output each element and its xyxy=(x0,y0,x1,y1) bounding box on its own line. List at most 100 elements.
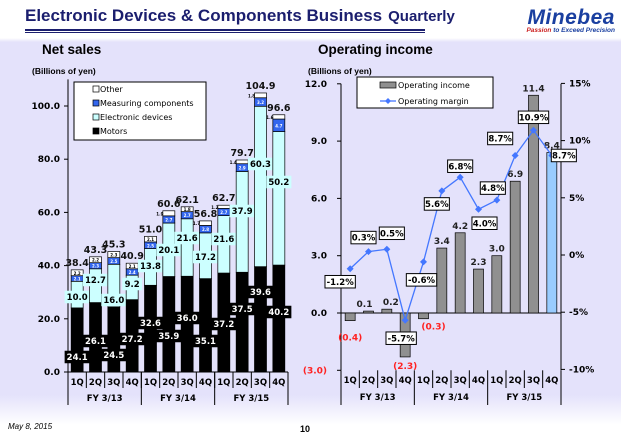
operating-income-label: 6.9 xyxy=(507,170,523,180)
motors-label: 37.2 xyxy=(213,320,234,330)
logo-tagline: Passion to Exceed Precision xyxy=(415,27,615,34)
total-label: 45.3 xyxy=(102,240,125,251)
bar-electronic-devices xyxy=(180,218,194,277)
legend-swatch xyxy=(92,99,100,107)
measuring-label: 2.4 xyxy=(129,270,136,275)
total-label: 43.3 xyxy=(84,245,107,256)
motors-label-box xyxy=(266,305,292,319)
minebea-logo: Minebea Passion to Exceed Precision xyxy=(415,6,615,34)
y2-tick-label: 10% xyxy=(569,137,591,147)
electronic-label: 21.6 xyxy=(177,234,198,244)
operating-income-bar xyxy=(491,255,503,314)
bar-other xyxy=(107,251,121,258)
bar-other xyxy=(217,204,231,209)
operating-margin-label: 6.8% xyxy=(448,162,472,172)
y2-tick-label: 15% xyxy=(569,79,591,89)
motors-label: 35.1 xyxy=(195,337,216,347)
operating-margin-marker xyxy=(401,316,409,324)
page-number: 10 xyxy=(300,424,311,434)
operating-income-label: 2.3 xyxy=(471,258,487,268)
group-label: FY 3/15 xyxy=(233,394,269,404)
electronic-label-box xyxy=(122,277,143,291)
electronic-label: 10.0 xyxy=(67,293,88,303)
group-label: FY 3/14 xyxy=(433,393,469,403)
operating-margin-marker xyxy=(511,151,519,159)
operating-income-bar xyxy=(363,310,374,314)
total-label: 51.0 xyxy=(139,224,163,235)
operating-margin-marker xyxy=(365,248,372,256)
total-label: 38.4 xyxy=(65,258,89,269)
total-label: 60.6 xyxy=(157,199,181,210)
motors-label-box xyxy=(192,334,219,348)
electronic-label: 12.7 xyxy=(85,276,106,286)
measuring-label: 2.7 xyxy=(165,217,172,222)
operating-margin-label-box xyxy=(487,131,514,146)
electronic-label: 60.3 xyxy=(250,160,271,170)
other-label: 1.8 xyxy=(184,207,191,212)
electronic-label-box xyxy=(247,157,274,171)
bar-motors xyxy=(162,276,176,373)
total-label: 104.9 xyxy=(245,81,275,92)
motors-label-box xyxy=(211,317,237,331)
operating-income-bar xyxy=(381,308,393,314)
bar-other xyxy=(70,269,84,277)
x-tick-label: 3Q xyxy=(527,376,540,386)
operating-margin-label-box xyxy=(405,273,438,287)
title-rule xyxy=(25,29,425,31)
electronic-label: 13.8 xyxy=(140,262,161,272)
operating-margin-marker xyxy=(530,126,537,134)
motors-label-box xyxy=(174,311,200,325)
x-tick-label: 1Q xyxy=(144,378,157,388)
motors-label: 36.0 xyxy=(177,314,198,324)
x-tick-label: 4Q xyxy=(199,378,212,388)
electronic-label-box xyxy=(266,175,292,189)
motors-label-box xyxy=(101,348,127,362)
y-tick-label: 0.0 xyxy=(44,368,60,378)
motors-label-box xyxy=(156,329,182,343)
measuring-label: 3.2 xyxy=(257,100,264,105)
operating-income-bar xyxy=(473,268,484,314)
motors-label: 35.9 xyxy=(158,332,179,342)
other-label: 2.3 xyxy=(110,253,117,258)
electronic-label-box xyxy=(211,232,237,246)
operating-income-bar xyxy=(546,152,558,314)
operating-margin-label: 0.5% xyxy=(380,229,404,239)
x-tick-label: 1Q xyxy=(71,378,84,388)
x-tick-label: 4Q xyxy=(272,378,285,388)
measuring-label: 2.1 xyxy=(74,277,81,282)
electronic-label-box xyxy=(64,290,90,304)
motors-label-box xyxy=(137,316,164,330)
legend-swatch xyxy=(92,127,100,135)
measuring-label: 2.5 xyxy=(110,259,117,264)
operating-income-unit: (Billions of yen) xyxy=(308,66,372,76)
footer-date: May 8, 2015 xyxy=(8,422,53,431)
x-tick-label: 3Q xyxy=(454,376,467,386)
operating-margin-label-box xyxy=(471,216,498,230)
legend-swatch-bar xyxy=(379,81,397,89)
bar-motors xyxy=(107,306,121,373)
electronic-label: 17.2 xyxy=(195,253,216,263)
bar-other xyxy=(180,206,194,212)
bar-other xyxy=(89,256,102,264)
y-tick-label: (3.0) xyxy=(303,366,327,376)
operating-margin-label-box xyxy=(550,148,577,163)
y-tick-label: 40.0 xyxy=(38,262,60,272)
measuring-label: 2.3 xyxy=(92,264,99,269)
bar-electronic-devices xyxy=(254,105,267,268)
net-sales-title: Net sales xyxy=(42,42,102,57)
legend-label: Operating margin xyxy=(398,97,469,106)
y-tick-label: 6.0 xyxy=(311,194,327,204)
operating-margin-marker xyxy=(438,187,446,195)
legend-swatch xyxy=(92,113,100,121)
legend-label: Measuring components xyxy=(100,99,194,108)
motors-label: 26.1 xyxy=(85,337,106,347)
operating-margin-marker xyxy=(456,173,464,181)
motors-label: 37.5 xyxy=(232,305,253,315)
bar-motors xyxy=(254,266,267,373)
electronic-label-box xyxy=(82,273,109,287)
motors-label-box xyxy=(119,332,145,346)
operating-income-label: 4.2 xyxy=(452,222,468,232)
electronic-label-box xyxy=(156,243,182,257)
operating-margin-label-box xyxy=(447,159,474,173)
